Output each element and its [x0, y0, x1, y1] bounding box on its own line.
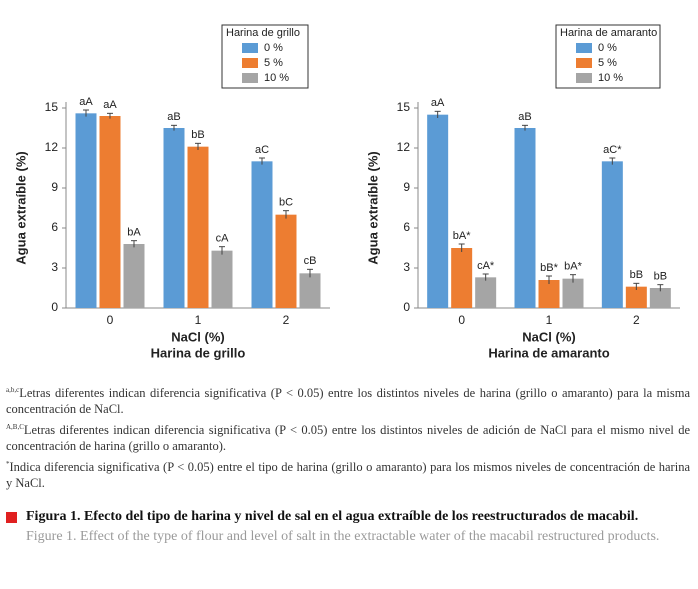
- x-tick-label: 1: [195, 313, 202, 327]
- significance-letter: cA*: [477, 260, 495, 272]
- y-tick-label: 6: [51, 220, 58, 234]
- chart-subtitle: Harina de grillo: [151, 345, 246, 360]
- bar: [649, 288, 671, 308]
- note-marker: A,B,C: [6, 423, 24, 431]
- x-tick-label: 2: [283, 313, 290, 327]
- legend-swatch: [242, 43, 258, 53]
- note-text: Indica diferencia significativa (P < 0.0…: [6, 460, 690, 490]
- note-marker: *: [6, 460, 10, 468]
- x-tick-label: 0: [107, 313, 114, 327]
- significance-letter: bA*: [453, 230, 471, 242]
- bar: [427, 114, 449, 309]
- bar: [75, 113, 97, 308]
- bar: [625, 286, 647, 308]
- significance-letter: aB: [167, 111, 180, 123]
- legend-label: 0 %: [264, 42, 283, 54]
- legend-box: [555, 24, 661, 89]
- y-tick-label: 15: [45, 100, 59, 114]
- bar: [538, 280, 560, 308]
- bar: [99, 116, 121, 308]
- bar: [187, 146, 209, 308]
- bar: [299, 273, 321, 308]
- significance-letter: aA: [103, 99, 117, 111]
- legend-swatch: [576, 58, 592, 68]
- significance-letter: bA*: [564, 261, 582, 273]
- bar: [451, 248, 473, 308]
- x-axis-label: NaCl (%): [522, 329, 575, 344]
- x-tick-label: 2: [633, 313, 640, 327]
- significance-letter: aB: [518, 111, 531, 123]
- y-axis-label: Agua extraíble (%): [13, 151, 28, 264]
- legend-label: 10 %: [598, 72, 623, 84]
- significance-letter: bB: [630, 269, 643, 281]
- chart-subtitle: Harina de amaranto: [488, 345, 609, 360]
- note: a,b,cLetras diferentes indican diferenci…: [6, 382, 690, 417]
- x-axis-label: NaCl (%): [171, 329, 224, 344]
- bar: [251, 161, 273, 308]
- bar: [123, 244, 145, 308]
- bar: [163, 128, 185, 308]
- bar: [562, 278, 584, 308]
- note: A,B,CLetras diferentes indican diferenci…: [6, 419, 690, 454]
- legend-swatch: [576, 73, 592, 83]
- bar: [211, 250, 233, 308]
- caption-es: Figura 1. Efecto del tipo de harina y ni…: [6, 508, 690, 526]
- y-tick-label: 0: [403, 300, 410, 314]
- note-text: Letras diferentes indican diferencia sig…: [6, 386, 690, 416]
- bar: [514, 128, 536, 308]
- bar: [275, 214, 297, 308]
- legend-label: 5 %: [264, 57, 283, 69]
- y-tick-label: 9: [51, 180, 58, 194]
- x-tick-label: 1: [546, 313, 553, 327]
- bar: [475, 277, 497, 308]
- legend-label: 10 %: [264, 72, 289, 84]
- y-tick-label: 9: [403, 180, 410, 194]
- significance-letter: bA: [127, 227, 141, 239]
- legend-swatch: [242, 73, 258, 83]
- caption-en: Figure 1. Effect of the type of flour an…: [26, 529, 660, 544]
- significance-letter: aC: [255, 144, 269, 156]
- legend-swatch: [242, 58, 258, 68]
- legend-title: Harina de amaranto: [560, 27, 657, 39]
- y-axis-label: Agua extraíble (%): [365, 151, 380, 264]
- significance-letter: aA: [79, 96, 93, 108]
- y-tick-label: 12: [45, 140, 59, 154]
- x-tick-label: 0: [458, 313, 465, 327]
- y-tick-label: 3: [51, 260, 58, 274]
- y-tick-label: 6: [403, 220, 410, 234]
- y-tick-label: 3: [403, 260, 410, 274]
- y-tick-label: 12: [397, 140, 411, 154]
- significance-letter: cB: [304, 255, 317, 267]
- significance-letter: bB: [191, 129, 204, 141]
- significance-letter: bB*: [540, 262, 558, 274]
- significance-letter: aC*: [603, 144, 622, 156]
- significance-letter: bB: [654, 271, 667, 283]
- legend-swatch: [576, 43, 592, 53]
- bar: [601, 161, 623, 308]
- significance-letter: cA: [216, 233, 230, 245]
- significance-letter: bC: [279, 197, 293, 209]
- note-text: Letras diferentes indican diferencia sig…: [6, 423, 690, 453]
- y-tick-label: 15: [397, 100, 411, 114]
- legend-label: 0 %: [598, 42, 617, 54]
- legend-title: Harina de grillo: [226, 27, 300, 39]
- legend-label: 5 %: [598, 57, 617, 69]
- y-tick-label: 0: [51, 300, 58, 314]
- notes: a,b,cLetras diferentes indican diferenci…: [6, 382, 690, 493]
- note-marker: a,b,c: [6, 386, 20, 394]
- caption: Figura 1. Efecto del tipo de harina y ni…: [6, 508, 690, 546]
- legend-box: [221, 24, 309, 89]
- note: *Indica diferencia significativa (P < 0.…: [6, 456, 690, 491]
- significance-letter: aA: [431, 97, 445, 109]
